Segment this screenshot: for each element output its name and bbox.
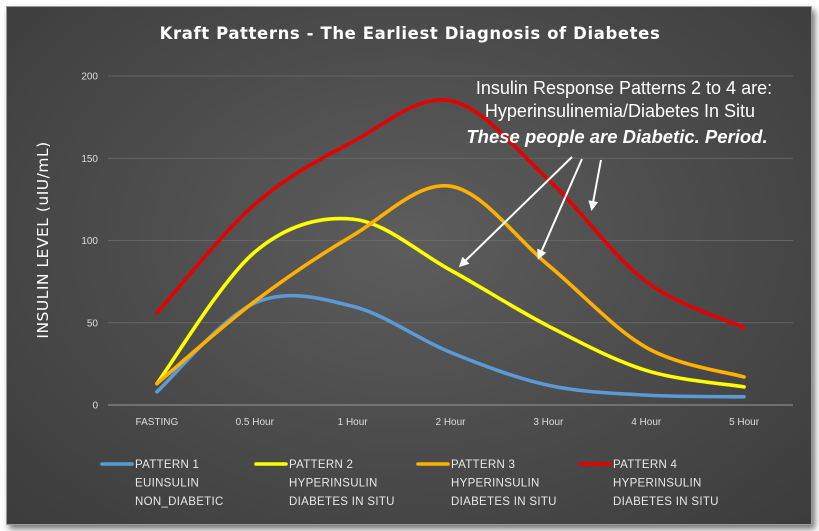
x-tick-label: 4 Hour	[631, 417, 662, 428]
x-tick-label: 0.5 Hour	[236, 417, 275, 428]
annotation-line-3: These people are Diabetic. Period.	[466, 126, 767, 147]
annotation-arrow-pattern-2	[458, 156, 573, 268]
series-line-pattern-3	[155, 184, 746, 386]
legend-label-pattern-3: HYPERINSULIN	[451, 478, 540, 490]
series-line-pattern-4	[155, 98, 746, 330]
legend-label-pattern-3: DIABETES IN SITU	[451, 496, 557, 508]
y-axis-label: INSULIN LEVEL (uIU/mL)	[34, 141, 52, 338]
chart-title: Kraft Patterns - The Earliest Diagnosis …	[160, 24, 661, 43]
x-tick-label: 5 Hour	[729, 417, 760, 428]
legend-label-pattern-1: NON_DIABETIC	[135, 496, 224, 508]
annotation: Insulin Response Patterns 2 to 4 are: Hy…	[458, 78, 772, 268]
y-tick-label: 0	[92, 401, 98, 412]
series-lines	[155, 98, 746, 399]
y-tick-label: 200	[81, 72, 98, 83]
x-tick-label: 2 Hour	[435, 417, 466, 428]
legend-label-pattern-1: PATTERN 1	[135, 459, 199, 471]
legend-label-pattern-4: DIABETES IN SITU	[613, 496, 719, 508]
x-tick-label: 3 Hour	[533, 417, 564, 428]
annotation-line-1: Insulin Response Patterns 2 to 4 are:	[476, 78, 772, 98]
x-tick-label: 1 Hour	[338, 417, 369, 428]
y-tick-label: 50	[87, 318, 99, 329]
annotation-line-2: Hyperinsulinemia/Diabetes In Situ	[485, 101, 755, 121]
annotation-arrow-pattern-3	[537, 158, 583, 260]
legend-label-pattern-2: DIABETES IN SITU	[289, 496, 395, 508]
series-line-pattern-2	[155, 216, 746, 389]
legend-label-pattern-4: PATTERN 4	[613, 459, 678, 471]
legend-label-pattern-3: PATTERN 3	[451, 459, 515, 471]
x-tick-label: FASTING	[136, 417, 179, 428]
legend: PATTERN 1 EUINSULIN NON_DIABETIC PATTERN 2 H…	[100, 459, 719, 508]
y-tick-label: 100	[81, 236, 98, 247]
legend-label-pattern-2: HYPERINSULIN	[289, 478, 378, 490]
x-axis-ticks: FASTING 0.5 Hour 1 Hour 2 Hour 3 Hour 4 Hour 5…	[136, 417, 760, 428]
legend-label-pattern-2: PATTERN 2	[289, 459, 353, 471]
legend-label-pattern-1: EUINSULIN	[135, 478, 199, 490]
annotation-arrow-pattern-4	[588, 159, 602, 211]
chart-frame	[6, 6, 812, 525]
y-tick-label: 150	[81, 154, 98, 165]
legend-label-pattern-4: HYPERINSULIN	[613, 478, 702, 490]
y-axis-ticks: 0 50 100 150 200	[81, 72, 98, 412]
gridlines	[108, 75, 793, 406]
